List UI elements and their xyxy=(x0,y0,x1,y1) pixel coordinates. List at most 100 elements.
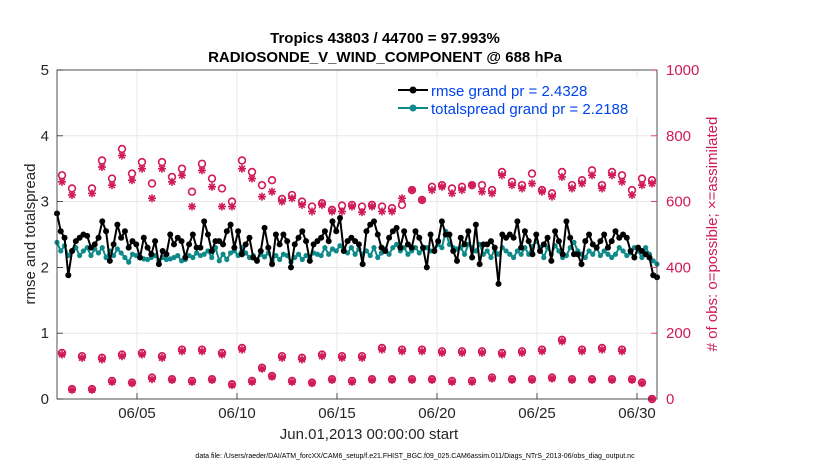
obs-assimilated-marker xyxy=(108,377,116,386)
x-axis: 06/05 06/10 06/15 06/20 06/25 06/30 xyxy=(118,393,656,422)
rmse-point xyxy=(265,244,272,251)
spread-point xyxy=(220,251,226,257)
rmse-point xyxy=(525,238,532,245)
obs-assimilated-marker xyxy=(348,202,356,211)
rmse-point xyxy=(540,241,547,248)
spread-point xyxy=(122,254,128,261)
y-left-tick-label: 5 xyxy=(41,62,49,79)
rmse-point xyxy=(246,234,253,241)
rmse-point xyxy=(420,244,427,251)
spread-point xyxy=(367,252,373,259)
obs-assimilated-marker xyxy=(128,379,136,388)
spread-point xyxy=(416,250,422,256)
obs-assimilated-marker xyxy=(608,375,616,384)
rmse-point xyxy=(118,234,125,241)
rmse-point xyxy=(461,241,468,248)
rmse-point xyxy=(99,218,106,225)
obs-assimilated-marker xyxy=(308,379,316,388)
obs-assimilated-marker xyxy=(158,164,166,173)
rmse-point xyxy=(163,251,170,258)
rmse-point xyxy=(469,254,476,261)
rmse-point xyxy=(627,247,634,254)
rmse-point xyxy=(401,228,408,235)
x-tick-label: 06/15 xyxy=(318,405,356,422)
rmse-point xyxy=(601,231,608,238)
legend-rmse-label: rmse grand pr = 2.4328 xyxy=(431,83,587,100)
spread-point xyxy=(126,259,132,265)
obs-assimilated-marker xyxy=(368,375,376,384)
obs-assimilated-marker xyxy=(428,375,436,384)
obs-assimilated-marker xyxy=(118,151,126,160)
obs-assimilated-marker xyxy=(378,345,386,354)
obs-assimilated-marker xyxy=(528,179,536,188)
obs-assimilated-marker xyxy=(378,207,386,216)
rmse-point xyxy=(148,251,155,258)
chart-subtitle: RADIOSONDE_V_WIND_COMPONENT @ 688 hPa xyxy=(208,49,563,66)
rmse-point xyxy=(631,254,638,261)
obs-assimilated-marker xyxy=(218,202,226,211)
rmse-point xyxy=(227,221,234,228)
spread-point xyxy=(371,245,377,251)
obs-assimilated-marker xyxy=(398,347,406,356)
obs-assimilated-marker xyxy=(468,181,476,190)
rmse-point xyxy=(446,231,453,238)
spread-point xyxy=(58,248,64,254)
obs-possible-marker xyxy=(207,174,217,183)
spread-point xyxy=(571,239,577,245)
spread-point xyxy=(209,254,215,261)
rmse-point xyxy=(61,234,68,241)
rmse-series xyxy=(54,210,660,287)
obs-assimilated-marker xyxy=(628,191,636,200)
obs-assimilated-marker xyxy=(148,194,156,203)
spread-point xyxy=(295,251,302,257)
obs-possible-marker xyxy=(147,179,157,188)
spread-point xyxy=(639,254,645,261)
rmse-point xyxy=(238,251,245,258)
obs-assimilated-marker xyxy=(78,353,86,362)
spread-point xyxy=(582,254,588,261)
obs-assimilated-marker xyxy=(318,200,326,209)
rmse-point xyxy=(552,228,559,235)
spread-point xyxy=(194,250,200,256)
rmse-point xyxy=(431,247,438,254)
rmse-point xyxy=(325,238,332,245)
rmse-point xyxy=(110,241,117,248)
obs-assimilated-marker xyxy=(308,207,316,216)
rmse-point xyxy=(254,257,260,264)
rmse-point xyxy=(178,238,185,245)
data-file-footer: data file: /Users/raeder/DAI/ATM_forcXX/… xyxy=(195,453,635,460)
obs-assimilated-marker xyxy=(328,207,336,216)
spread-point xyxy=(224,256,230,263)
obs-assimilated-marker xyxy=(138,350,146,359)
rmse-point xyxy=(416,234,423,241)
obs-assimilated-marker xyxy=(478,187,486,196)
obs-assimilated-marker xyxy=(408,186,416,195)
obs-assimilated-marker xyxy=(578,347,586,356)
y-axis-right: 0 200 400 600 800 1000 xyxy=(651,62,699,408)
spread-point xyxy=(507,251,513,257)
obs-assimilated-marker xyxy=(588,171,596,180)
spread-point xyxy=(605,251,611,257)
rmse-point xyxy=(457,234,464,241)
obs-assimilated-marker xyxy=(268,372,276,381)
rmse-point xyxy=(608,238,615,245)
y-left-tick-label: 4 xyxy=(41,128,49,145)
rmse-point xyxy=(578,261,585,268)
obs-assimilated-marker xyxy=(648,179,656,188)
rmse-point xyxy=(170,241,177,248)
rmse-point xyxy=(423,264,430,271)
obs-assimilated-marker xyxy=(228,202,236,211)
obs-assimilated-marker xyxy=(468,377,476,386)
obs-assimilated-marker xyxy=(338,353,346,362)
spread-point xyxy=(597,252,604,259)
rmse-point xyxy=(491,244,498,251)
obs-assimilated-marker xyxy=(88,385,96,394)
spread-point xyxy=(77,252,83,259)
obs-assimilated-marker xyxy=(298,355,306,364)
rmse-point xyxy=(518,244,525,251)
rmse-point xyxy=(521,228,528,235)
obs-assimilated-marker xyxy=(238,345,246,354)
obs-possible-marker xyxy=(187,187,197,196)
spread-point xyxy=(650,258,656,264)
